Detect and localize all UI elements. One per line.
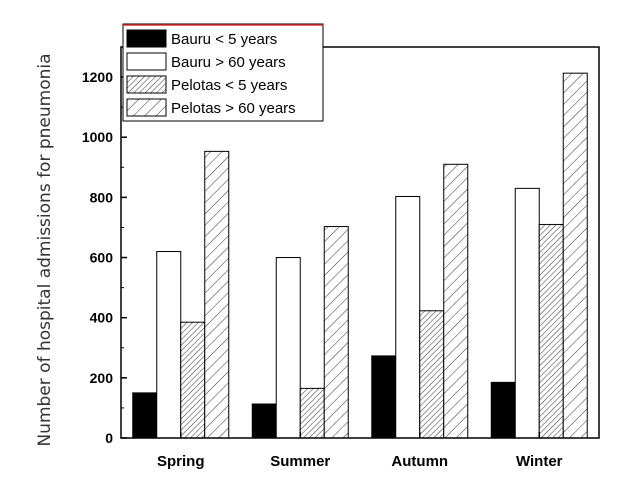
bar-summer-series-3 <box>299 387 325 439</box>
legend-label: Bauru > 60 years <box>171 54 286 71</box>
bar-winter-series-1 <box>490 381 516 439</box>
y-tick-label: 0 <box>105 430 113 446</box>
y-axis-label: Number of hospital admissions for pneumo… <box>35 53 55 446</box>
legend-label: Pelotas < 5 years <box>171 77 287 94</box>
y-tick-label: 1000 <box>82 129 113 145</box>
x-category-label: Summer <box>270 453 330 470</box>
bar-autumn-series-4 <box>443 163 469 439</box>
legend-swatch <box>126 75 167 94</box>
legend-swatch <box>126 29 167 48</box>
y-tick-label: 600 <box>90 250 114 266</box>
bar-summer-series-1 <box>251 403 277 439</box>
legend-label: Bauru < 5 years <box>171 31 277 48</box>
bar-winter-series-4 <box>562 72 588 439</box>
bar-spring-series-4 <box>204 150 230 439</box>
legend-swatch <box>126 98 167 117</box>
bar-summer-series-2 <box>275 257 301 439</box>
bar-spring-series-3 <box>180 321 206 439</box>
legend-label: Pelotas > 60 years <box>171 100 296 117</box>
y-axis-ticks: 0 200 400 600 800 1000 1200 <box>82 69 127 446</box>
bars <box>132 72 588 439</box>
legend-swatch <box>126 52 167 71</box>
bar-autumn-series-2 <box>395 195 421 439</box>
bar-autumn-series-1 <box>371 355 397 439</box>
x-category-label: Winter <box>516 453 563 470</box>
x-axis-categories: Spring Summer Autumn Winter <box>157 432 563 470</box>
bar-autumn-series-3 <box>419 310 445 439</box>
bar-spring-series-2 <box>156 251 182 439</box>
legend: Bauru < 5 years Bauru > 60 years Pelotas <… <box>122 23 324 122</box>
y-tick-label: 1200 <box>82 69 113 85</box>
x-category-label: Autumn <box>391 453 448 470</box>
y-tick-label: 400 <box>90 310 114 326</box>
y-tick-label: 800 <box>90 189 114 205</box>
bar-winter-series-2 <box>514 187 540 439</box>
y-tick-label: 200 <box>90 370 114 386</box>
bar-winter-series-3 <box>538 223 564 439</box>
x-category-label: Spring <box>157 453 205 470</box>
bar-spring-series-1 <box>132 392 158 439</box>
bar-summer-series-4 <box>323 226 349 439</box>
plot-frame <box>120 46 600 439</box>
